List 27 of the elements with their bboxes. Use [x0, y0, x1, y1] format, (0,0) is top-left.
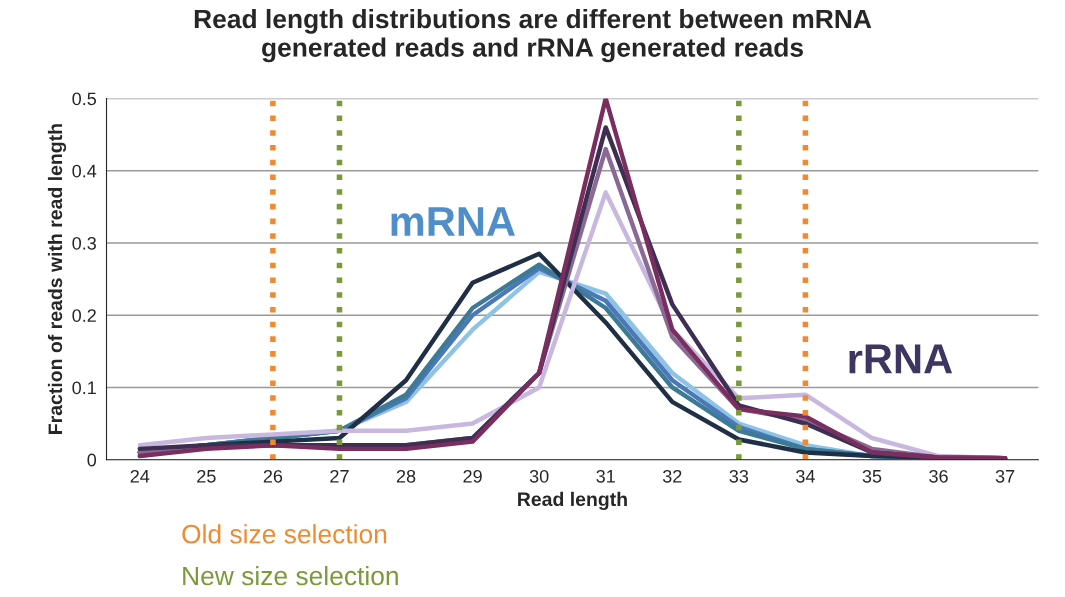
y-tick-label: 0.5	[72, 92, 97, 106]
y-tick-label: 0.4	[72, 164, 97, 178]
x-tick-label: 28	[396, 469, 416, 483]
x-tick-label: 33	[729, 469, 749, 483]
x-tick-label: 30	[529, 469, 549, 483]
x-tick-label: 25	[197, 469, 216, 483]
x-tick-label: 34	[796, 469, 815, 483]
y-axis-title: Fraction of reads with read length	[47, 124, 67, 434]
y-tick-label: 0.3	[72, 236, 96, 250]
x-tick-label: 29	[463, 469, 482, 483]
chart-title: Read length distributions are different between mRNA generated reads and rRNA generated reads	[194, 8, 872, 63]
x-tick-label: 31	[596, 469, 615, 483]
y-tick-label: 0.1	[72, 381, 96, 395]
ref-line-label: New size selection	[183, 565, 398, 586]
annotation: rRNA	[849, 344, 953, 374]
x-tick-label: 35	[862, 469, 882, 483]
ref-line-label: Old size selection	[182, 524, 387, 544]
x-tick-label: 32	[662, 469, 682, 483]
x-tick-label: 24	[130, 469, 150, 483]
annotation: mRNA	[391, 207, 515, 236]
y-tick-label: 0	[87, 453, 97, 467]
x-tick-label: 37	[995, 469, 1015, 483]
x-tick-label: 26	[263, 469, 283, 483]
y-tick-label: 0.2	[72, 309, 96, 322]
x-tick-label: 36	[929, 469, 948, 483]
x-tick-label: 27	[330, 469, 349, 483]
x-axis-title: Read length	[518, 491, 627, 511]
